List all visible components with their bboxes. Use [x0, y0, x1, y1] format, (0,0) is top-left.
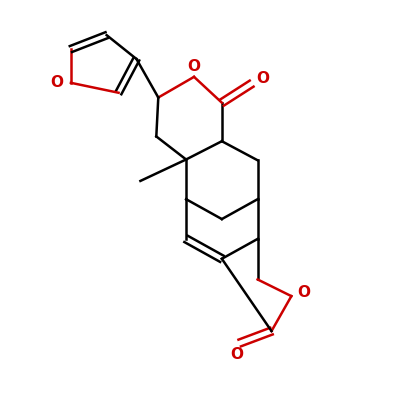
Text: O: O: [188, 59, 200, 74]
Text: O: O: [230, 348, 243, 362]
Text: O: O: [50, 74, 64, 90]
Text: O: O: [298, 285, 310, 300]
Text: O: O: [256, 71, 269, 86]
